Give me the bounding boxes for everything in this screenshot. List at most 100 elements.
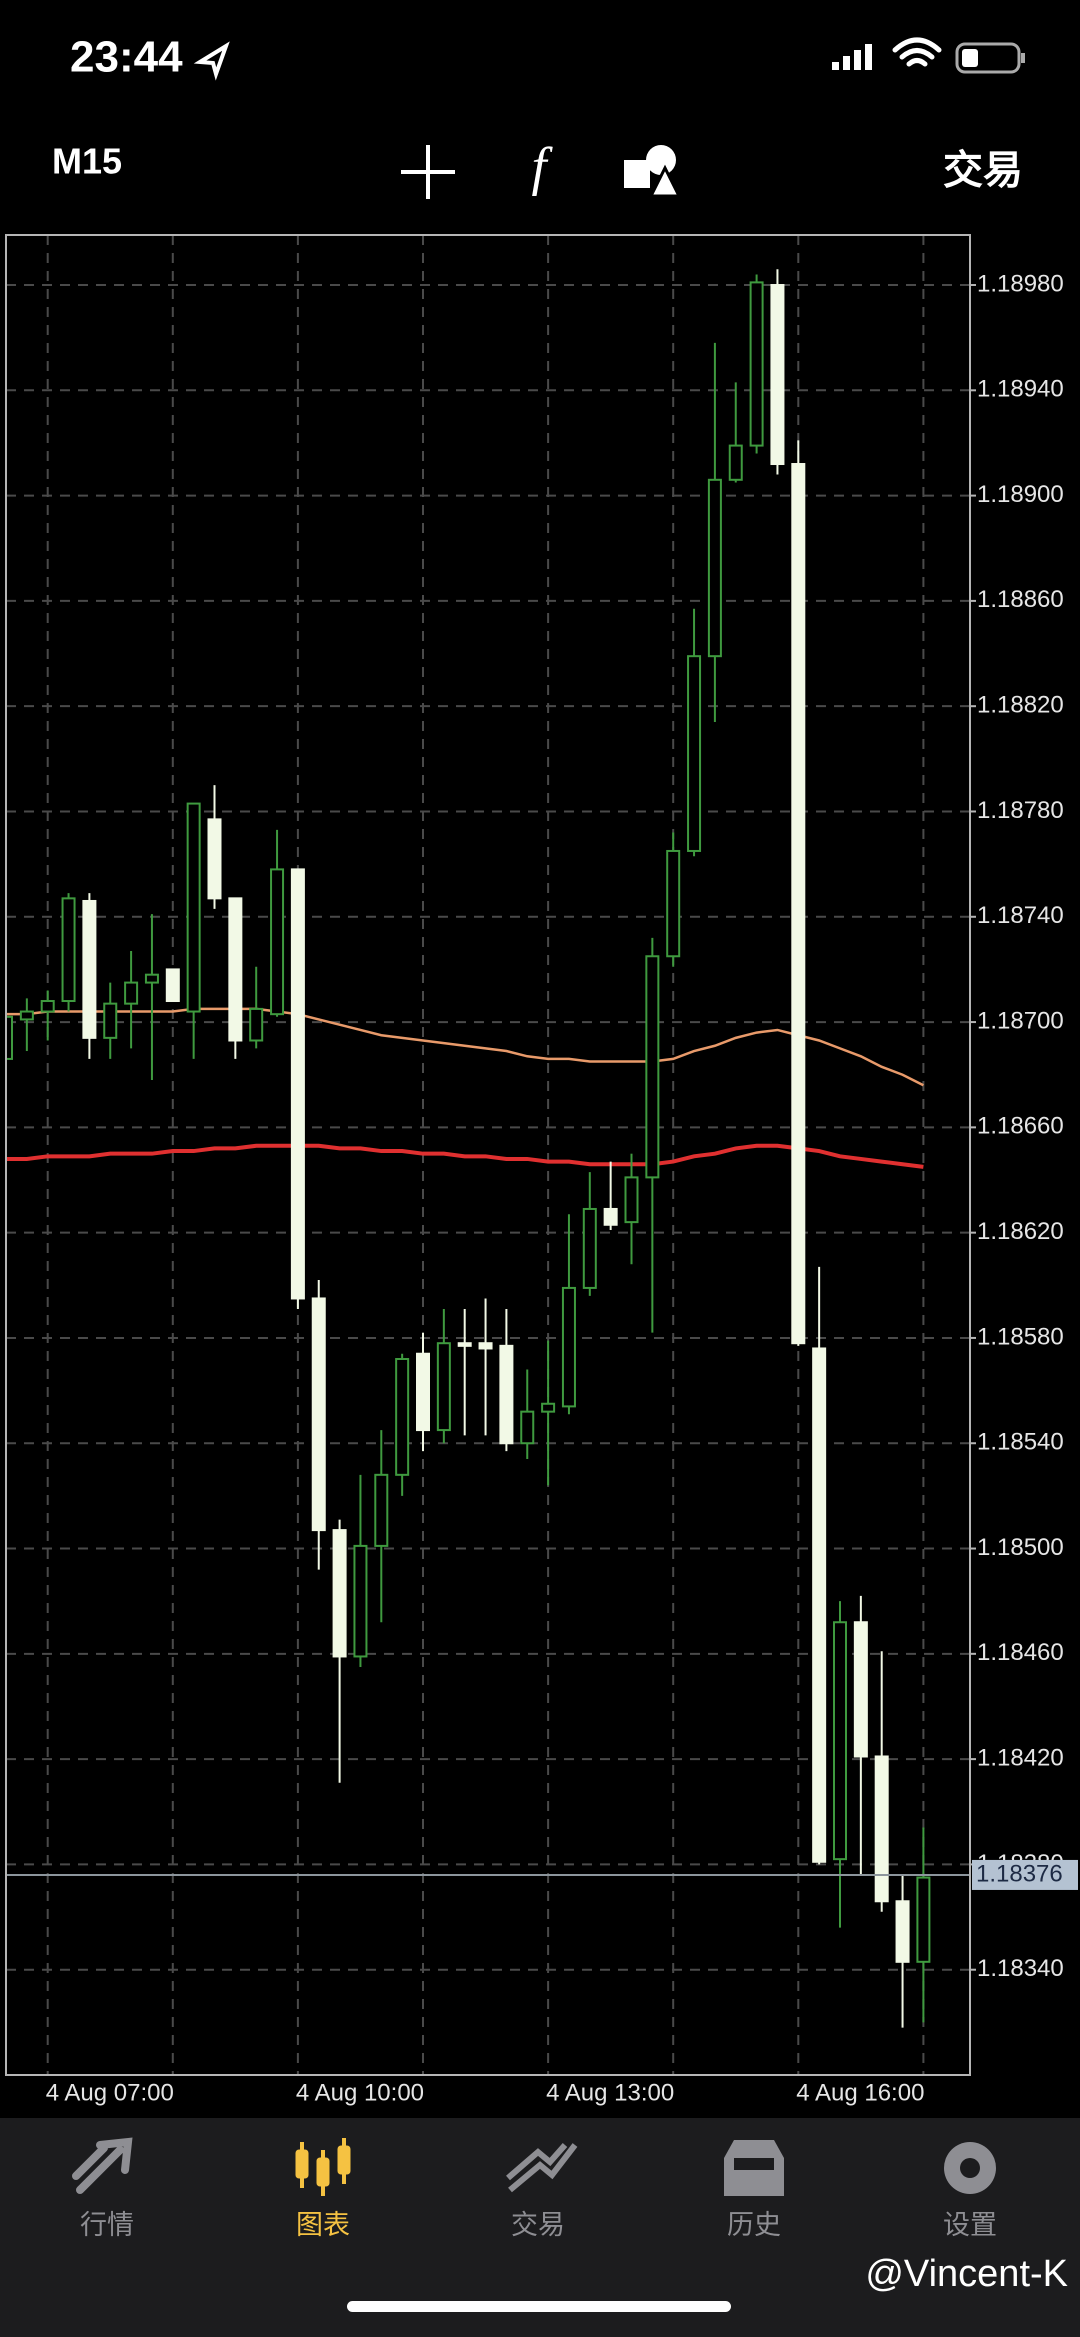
wifi-icon <box>892 37 942 67</box>
y-tick-label: 1.18340 <box>977 1955 1064 1982</box>
settings-icon-hole <box>960 2158 980 2178</box>
candle-body <box>728 444 743 481</box>
candle-body <box>582 1207 597 1289</box>
x-tick-label: 4 Aug 10:00 <box>296 2079 424 2106</box>
y-tick-label: 1.18660 <box>977 1113 1064 1140</box>
candle-body <box>457 1342 472 1347</box>
battery-level <box>962 49 978 67</box>
trade-icon-2 <box>506 2143 568 2181</box>
candle-body <box>19 1010 34 1021</box>
y-tick-label: 1.18420 <box>977 1744 1064 1771</box>
tab-label[interactable]: 图表 <box>296 2210 350 2240</box>
candle-body <box>374 1473 389 1547</box>
candle-body <box>770 284 785 466</box>
axes: 1.183401.183801.184201.184601.185001.185… <box>46 270 1078 2106</box>
candle-body <box>874 1755 889 1903</box>
home-indicator <box>347 2301 731 2312</box>
y-tick-label: 1.18700 <box>977 1007 1064 1034</box>
candle-body <box>791 463 806 1345</box>
y-tick-label: 1.18500 <box>977 1534 1064 1561</box>
candle-body <box>707 478 722 658</box>
crosshair-button[interactable] <box>401 145 455 199</box>
candle-body <box>270 868 285 1016</box>
candle-body <box>290 868 305 1300</box>
battery-icon <box>955 42 1021 74</box>
status-time: 23:44 <box>70 33 183 82</box>
chart-frame <box>5 234 971 2076</box>
candle-body <box>812 1347 827 1863</box>
y-tick-label: 1.18540 <box>977 1429 1064 1456</box>
trade-button[interactable]: 交易 <box>943 149 1023 193</box>
y-tick-label: 1.18580 <box>977 1323 1064 1350</box>
plot-area <box>6 269 970 2028</box>
candle-body <box>687 655 702 852</box>
candle-body <box>228 897 243 1042</box>
moving-average <box>6 1143 924 1169</box>
tab-label[interactable]: 行情 <box>80 2210 134 2240</box>
candle-body <box>124 981 139 1005</box>
y-tick-label: 1.18860 <box>977 586 1064 613</box>
y-tick-label: 1.18900 <box>977 481 1064 508</box>
x-tick-label: 4 Aug 13:00 <box>546 2079 674 2106</box>
current-price-box <box>972 1859 1078 1890</box>
y-tick-label: 1.18780 <box>977 797 1064 824</box>
candle-body <box>603 1207 618 1226</box>
tab-label[interactable]: 设置 <box>943 2210 997 2240</box>
candle-body <box>207 818 222 900</box>
candle-body <box>82 899 97 1039</box>
candle-body <box>749 281 764 447</box>
tab-icons <box>72 2137 996 2196</box>
y-tick-label: 1.18940 <box>977 376 1064 403</box>
candle-body <box>436 1342 451 1432</box>
moving-average <box>6 1007 924 1087</box>
timeframe-button[interactable]: M15 <box>52 141 122 182</box>
candle-body <box>499 1344 514 1445</box>
candle-body <box>561 1286 576 1408</box>
candle-body <box>165 968 180 1003</box>
candle-body <box>541 1402 556 1413</box>
candle-body <box>666 849 681 958</box>
candle-body <box>61 897 76 1003</box>
candle-body <box>6 1015 13 1060</box>
candle-body <box>332 1529 347 1658</box>
candle-body <box>895 1900 910 1963</box>
candle-body <box>353 1544 368 1658</box>
candle-body <box>103 1002 118 1039</box>
trade-icon <box>508 2143 578 2193</box>
objects-button[interactable] <box>624 145 682 198</box>
y-tick-label: 1.18460 <box>977 1639 1064 1666</box>
candle-body <box>249 1007 264 1042</box>
candle-body <box>478 1342 493 1350</box>
candle-body <box>520 1410 535 1445</box>
candle-body <box>416 1352 430 1432</box>
battery-cap <box>1021 53 1025 63</box>
y-tick-label: 1.18620 <box>977 1218 1064 1245</box>
candle-body <box>916 1876 931 1963</box>
tabs: 行情 图表 交易 历史 设置 <box>80 2210 997 2240</box>
x-tick-label: 4 Aug 07:00 <box>46 2079 174 2106</box>
tab-label[interactable]: 交易 <box>511 2210 565 2240</box>
candle-body <box>144 973 159 984</box>
candle-body <box>853 1621 868 1758</box>
watermark: @Vincent-K <box>865 2253 1068 2295</box>
history-icon-slot <box>734 2158 774 2170</box>
x-tick-label: 4 Aug 16:00 <box>796 2079 924 2106</box>
candle-body <box>186 802 201 1013</box>
candle-body <box>40 1000 55 1013</box>
candle-body <box>395 1358 410 1476</box>
current-price-label: 1.18376 <box>976 1860 1063 1887</box>
y-tick-label: 1.18980 <box>977 270 1064 297</box>
chart-tab-icon <box>295 2138 351 2196</box>
signal-icon <box>832 44 872 70</box>
candle-body <box>624 1176 639 1224</box>
candle-body <box>311 1297 326 1532</box>
y-tick-label: 1.18820 <box>977 692 1064 719</box>
candle-body <box>833 1621 847 1861</box>
tab-label[interactable]: 历史 <box>727 2210 781 2240</box>
y-tick-label: 1.18740 <box>977 902 1064 929</box>
candle-body <box>645 955 660 1179</box>
quotes-icon <box>72 2137 133 2194</box>
